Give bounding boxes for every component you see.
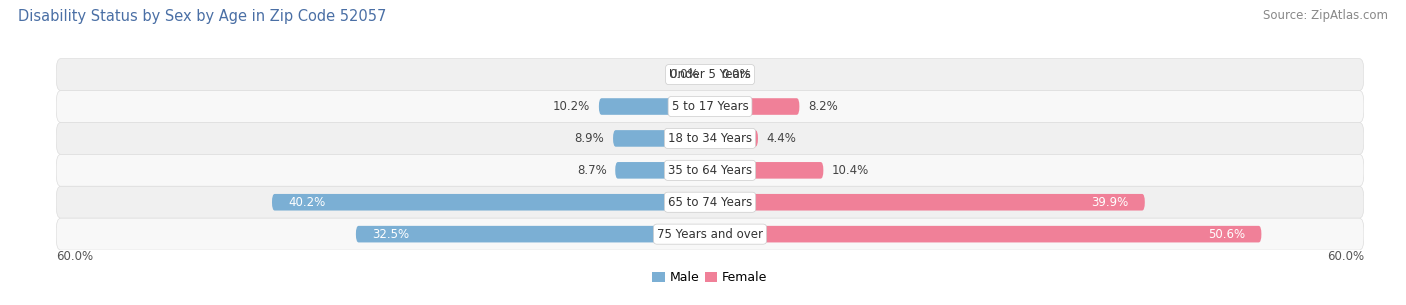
FancyBboxPatch shape xyxy=(56,218,1364,250)
Text: 35 to 64 Years: 35 to 64 Years xyxy=(668,164,752,177)
FancyBboxPatch shape xyxy=(616,162,710,179)
Text: 8.9%: 8.9% xyxy=(575,132,605,145)
FancyBboxPatch shape xyxy=(356,226,710,242)
FancyBboxPatch shape xyxy=(710,194,1144,210)
Text: Disability Status by Sex by Age in Zip Code 52057: Disability Status by Sex by Age in Zip C… xyxy=(18,9,387,24)
Text: 10.4%: 10.4% xyxy=(832,164,869,177)
Text: 10.2%: 10.2% xyxy=(553,100,591,113)
Text: 40.2%: 40.2% xyxy=(288,196,326,209)
FancyBboxPatch shape xyxy=(56,91,1364,123)
Text: 60.0%: 60.0% xyxy=(1327,250,1364,263)
Text: 8.2%: 8.2% xyxy=(808,100,838,113)
Text: 65 to 74 Years: 65 to 74 Years xyxy=(668,196,752,209)
Text: 5 to 17 Years: 5 to 17 Years xyxy=(672,100,748,113)
FancyBboxPatch shape xyxy=(710,226,1261,242)
Text: 18 to 34 Years: 18 to 34 Years xyxy=(668,132,752,145)
Text: 39.9%: 39.9% xyxy=(1091,196,1129,209)
FancyBboxPatch shape xyxy=(271,194,710,210)
FancyBboxPatch shape xyxy=(710,130,758,147)
Text: 50.6%: 50.6% xyxy=(1208,228,1246,241)
Text: 60.0%: 60.0% xyxy=(56,250,93,263)
FancyBboxPatch shape xyxy=(56,123,1364,154)
Text: 0.0%: 0.0% xyxy=(669,68,699,81)
Text: 0.0%: 0.0% xyxy=(721,68,751,81)
Text: Under 5 Years: Under 5 Years xyxy=(669,68,751,81)
Legend: Male, Female: Male, Female xyxy=(648,267,772,289)
FancyBboxPatch shape xyxy=(710,98,800,115)
Text: 4.4%: 4.4% xyxy=(766,132,797,145)
Text: 8.7%: 8.7% xyxy=(576,164,606,177)
FancyBboxPatch shape xyxy=(56,154,1364,186)
Text: 75 Years and over: 75 Years and over xyxy=(657,228,763,241)
FancyBboxPatch shape xyxy=(710,162,824,179)
FancyBboxPatch shape xyxy=(56,59,1364,91)
FancyBboxPatch shape xyxy=(613,130,710,147)
FancyBboxPatch shape xyxy=(56,186,1364,218)
FancyBboxPatch shape xyxy=(599,98,710,115)
Text: Source: ZipAtlas.com: Source: ZipAtlas.com xyxy=(1263,9,1388,22)
Text: 32.5%: 32.5% xyxy=(373,228,409,241)
